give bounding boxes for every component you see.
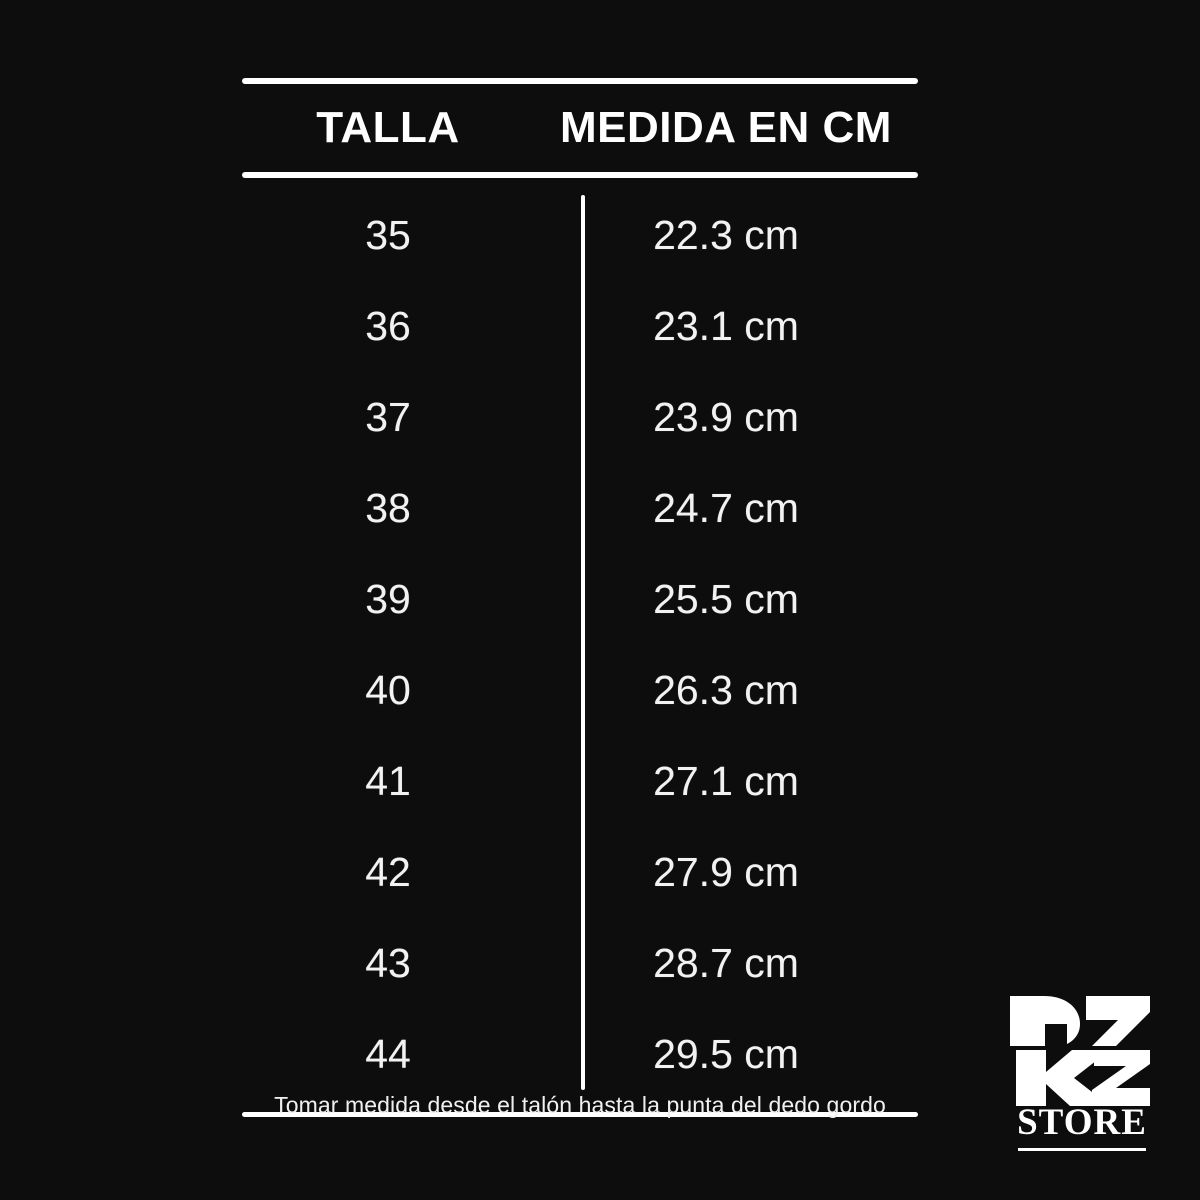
logo-underline bbox=[1018, 1148, 1146, 1151]
table-header-row: TALLA MEDIDA EN CM bbox=[242, 84, 918, 172]
table-row: 37 23.9 cm bbox=[242, 372, 918, 463]
cell-measure: 23.9 cm bbox=[653, 394, 799, 440]
cell-measure: 25.5 cm bbox=[653, 576, 799, 622]
table-row: 35 22.3 cm bbox=[242, 190, 918, 281]
rzkz-monogram-icon bbox=[1010, 996, 1150, 1106]
cell-size: 43 bbox=[365, 940, 411, 986]
column-header-talla: TALLA bbox=[316, 103, 460, 152]
column-divider-line bbox=[581, 195, 585, 1090]
cell-size: 36 bbox=[365, 303, 411, 349]
cell-measure: 27.9 cm bbox=[653, 849, 799, 895]
cell-measure: 22.3 cm bbox=[653, 212, 799, 258]
cell-size: 41 bbox=[365, 758, 411, 804]
size-chart-table: TALLA MEDIDA EN CM 35 22.3 cm 36 23.1 cm… bbox=[242, 78, 918, 1117]
cell-measure: 29.5 cm bbox=[653, 1031, 799, 1077]
table-body: 35 22.3 cm 36 23.1 cm 37 23.9 cm 38 24.7… bbox=[242, 178, 918, 1112]
cell-measure: 24.7 cm bbox=[653, 485, 799, 531]
table-row: 38 24.7 cm bbox=[242, 463, 918, 554]
cell-size: 40 bbox=[365, 667, 411, 713]
table-row: 40 26.3 cm bbox=[242, 645, 918, 736]
table-top-rule bbox=[242, 78, 918, 84]
table-header-rule bbox=[242, 172, 918, 178]
cell-measure: 28.7 cm bbox=[653, 940, 799, 986]
cell-measure: 26.3 cm bbox=[653, 667, 799, 713]
column-header-medida: MEDIDA EN CM bbox=[560, 103, 892, 152]
measurement-instruction-note: Tomar medida desde el talón hasta la pun… bbox=[274, 1092, 886, 1118]
cell-size: 44 bbox=[365, 1031, 411, 1077]
table-row: 43 28.7 cm bbox=[242, 918, 918, 1009]
cell-size: 37 bbox=[365, 394, 411, 440]
table-row: 42 27.9 cm bbox=[242, 827, 918, 918]
cell-size: 38 bbox=[365, 485, 411, 531]
table-bottom-rule bbox=[242, 1112, 918, 1117]
table-row: 41 27.1 cm bbox=[242, 736, 918, 827]
table-row: 44 29.5 cm bbox=[242, 1009, 918, 1100]
table-row: 36 23.1 cm bbox=[242, 281, 918, 372]
cell-size: 39 bbox=[365, 576, 411, 622]
brand-logo: STORE bbox=[1008, 988, 1152, 1164]
logo-wordmark: STORE bbox=[1017, 1102, 1147, 1143]
table-row: 39 25.5 cm bbox=[242, 554, 918, 645]
cell-size: 42 bbox=[365, 849, 411, 895]
cell-size: 35 bbox=[365, 212, 411, 258]
cell-measure: 23.1 cm bbox=[653, 303, 799, 349]
cell-measure: 27.1 cm bbox=[653, 758, 799, 804]
